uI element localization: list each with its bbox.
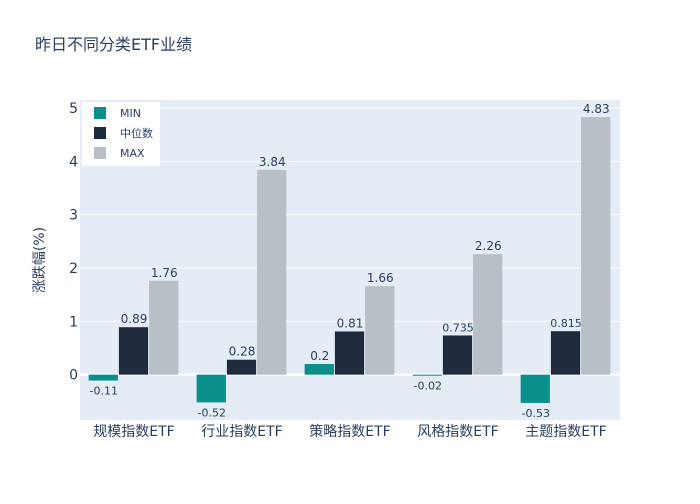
x-tick-label: 主题指数ETF bbox=[525, 424, 606, 440]
legend-swatch[interactable] bbox=[94, 127, 106, 139]
y-tick-label: 2 bbox=[69, 261, 78, 277]
bar-value-label: 0.2 bbox=[310, 349, 329, 363]
bar[interactable] bbox=[304, 364, 334, 375]
y-axis-ticks: 0 1 2 3 4 5 bbox=[69, 101, 78, 384]
x-tick-label: 风格指数ETF bbox=[417, 424, 498, 440]
legend-label[interactable]: MAX bbox=[120, 147, 145, 160]
bar-value-label: 0.81 bbox=[337, 316, 364, 330]
bar-value-label: 1.66 bbox=[367, 271, 394, 285]
bar-value-label: 0.89 bbox=[121, 312, 148, 326]
bar[interactable] bbox=[257, 169, 287, 375]
bar-value-label: 1.76 bbox=[151, 266, 178, 280]
bars bbox=[88, 117, 611, 403]
bar-value-label: -0.52 bbox=[198, 406, 226, 419]
bar-value-label: 3.84 bbox=[259, 155, 286, 169]
bar[interactable] bbox=[88, 374, 118, 381]
x-tick-label: 行业指数ETF bbox=[201, 424, 282, 440]
bar-labels: -0.11 0.89 1.76 -0.52 0.28 3.84 0.2 0.81 1.66 -0.… bbox=[90, 102, 610, 420]
bar-value-label: -0.11 bbox=[90, 385, 118, 398]
bar-value-label: 4.83 bbox=[583, 102, 610, 116]
bar[interactable] bbox=[473, 254, 503, 375]
bar[interactable] bbox=[520, 374, 550, 403]
bar-value-label: 2.26 bbox=[475, 239, 502, 253]
bar[interactable] bbox=[118, 327, 149, 375]
bar-value-label: -0.02 bbox=[414, 380, 442, 393]
legend-swatch[interactable] bbox=[94, 107, 106, 119]
bar-value-label: -0.53 bbox=[522, 407, 550, 420]
bar-value-label: 0.815 bbox=[550, 317, 582, 330]
bar[interactable] bbox=[442, 335, 473, 375]
bar[interactable] bbox=[550, 331, 581, 375]
y-axis-title: 涨跌幅(%) bbox=[32, 227, 48, 293]
legend-label[interactable]: MIN bbox=[120, 107, 141, 120]
x-tick-label: 规模指数ETF bbox=[93, 424, 174, 440]
y-tick-label: 5 bbox=[69, 101, 78, 117]
bar[interactable] bbox=[334, 331, 365, 375]
bar[interactable] bbox=[581, 117, 611, 375]
bar-value-label: 0.735 bbox=[442, 321, 474, 334]
chart-title: 昨日不同分类ETF业绩 bbox=[35, 35, 192, 54]
legend-swatch[interactable] bbox=[94, 147, 106, 159]
bar-value-label: 0.28 bbox=[229, 345, 256, 359]
x-tick-label: 策略指数ETF bbox=[309, 423, 390, 440]
y-tick-label: 4 bbox=[69, 154, 78, 170]
bar[interactable] bbox=[365, 286, 395, 375]
y-tick-label: 0 bbox=[69, 368, 78, 384]
y-tick-label: 1 bbox=[69, 314, 78, 330]
x-axis-ticks: 规模指数ETF 行业指数ETF 策略指数ETF 风格指数ETF 主题指数ETF bbox=[93, 423, 606, 440]
bar[interactable] bbox=[226, 359, 257, 375]
legend-label[interactable]: 中位数 bbox=[120, 126, 153, 140]
y-tick-label: 3 bbox=[69, 208, 78, 224]
bar[interactable] bbox=[412, 374, 442, 376]
bar[interactable] bbox=[149, 280, 179, 375]
legend[interactable]: MIN 中位数 MAX bbox=[82, 102, 160, 166]
bar[interactable] bbox=[196, 374, 226, 403]
